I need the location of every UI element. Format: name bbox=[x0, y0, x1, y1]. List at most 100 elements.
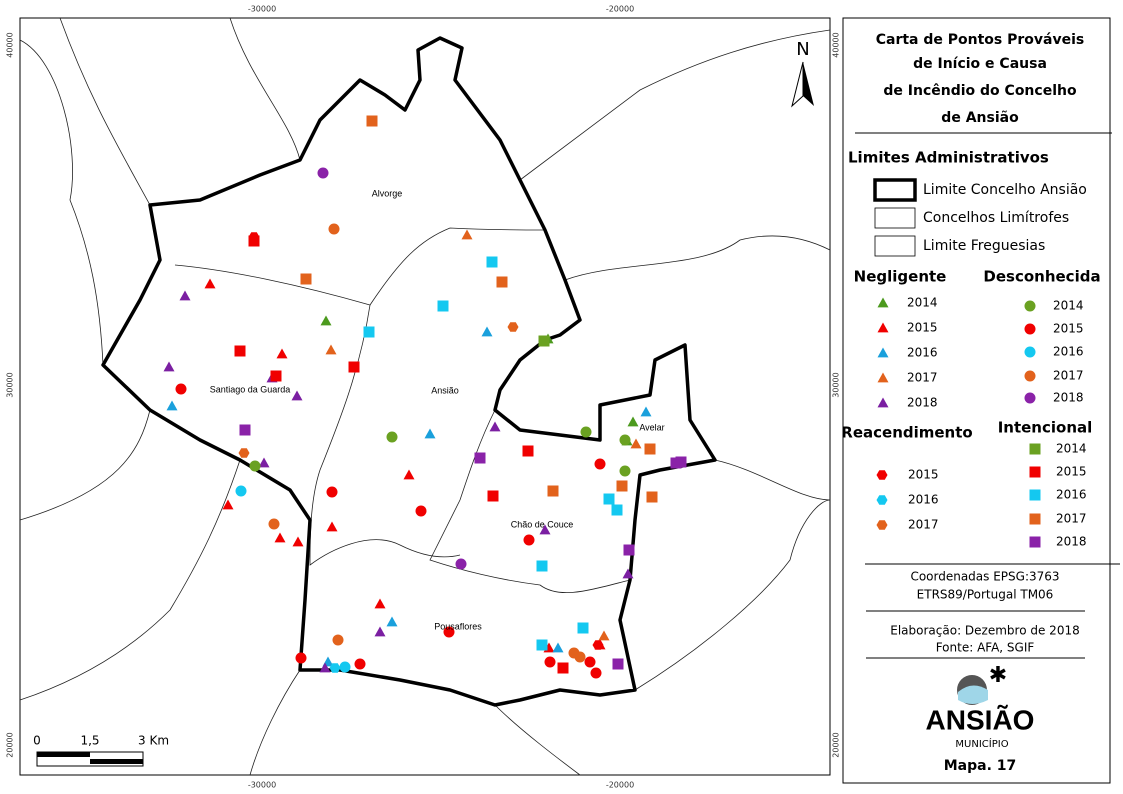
place-name: Chão de Couce bbox=[511, 519, 574, 529]
group-item: 2015 bbox=[1053, 322, 1084, 336]
place-name: Avelar bbox=[639, 422, 664, 432]
symbol-circle bbox=[268, 518, 280, 530]
symbol-square bbox=[348, 361, 360, 373]
symbol-triangle bbox=[598, 630, 610, 641]
symbol-square bbox=[522, 445, 534, 457]
symbol-triangle bbox=[481, 326, 493, 337]
parish-borders bbox=[174, 227, 631, 593]
symbol-circle bbox=[594, 458, 606, 470]
symbol-circle bbox=[175, 383, 187, 395]
symbol-circle bbox=[1024, 370, 1036, 382]
symbol-triangle bbox=[319, 662, 331, 673]
symbol-triangle bbox=[630, 438, 642, 449]
group-item: 2016 bbox=[907, 346, 938, 360]
symbol-circle bbox=[544, 656, 556, 668]
north-arrow: N bbox=[791, 39, 814, 108]
frame-label: 40000 bbox=[6, 32, 15, 57]
limit-symbol bbox=[873, 178, 917, 202]
symbol-triangle bbox=[292, 536, 304, 547]
group-item: 2014 bbox=[907, 296, 938, 310]
symbol-square bbox=[612, 658, 624, 670]
symbol-circle bbox=[235, 485, 247, 497]
symbol-hexagon bbox=[876, 470, 888, 480]
symbol-square bbox=[496, 276, 508, 288]
symbol-hexagon bbox=[507, 322, 519, 332]
symbol-square bbox=[536, 560, 548, 572]
logo-sub: MUNICÍPIO bbox=[955, 737, 1008, 750]
symbol-triangle bbox=[320, 315, 332, 326]
symbol-triangle bbox=[877, 372, 889, 383]
symbol-square bbox=[646, 491, 658, 503]
symbol-square bbox=[536, 639, 548, 651]
group-item: 2015 bbox=[908, 468, 939, 482]
north-label: N bbox=[796, 39, 809, 60]
symbol-square bbox=[474, 452, 486, 464]
frame-label: 20000 bbox=[832, 732, 841, 757]
symbol-circle bbox=[1024, 323, 1036, 335]
group-item: 2017 bbox=[1056, 512, 1087, 526]
symbol-square bbox=[487, 490, 499, 502]
frame-labels: -30000 -30000 -20000 -20000 40000 40000 30000 3… bbox=[6, 5, 841, 790]
symbol-square bbox=[603, 493, 615, 505]
group-item: 2014 bbox=[1053, 299, 1084, 313]
limit-symbol bbox=[874, 207, 916, 229]
scale-label: 1,5 bbox=[80, 734, 99, 748]
symbol-triangle bbox=[386, 616, 398, 627]
group-item: 2016 bbox=[1053, 345, 1084, 359]
symbol-square bbox=[270, 370, 282, 382]
symbol-triangle bbox=[552, 642, 564, 653]
symbol-circle bbox=[1024, 346, 1036, 358]
frame-label: 30000 bbox=[832, 372, 841, 397]
symbol-triangle bbox=[877, 322, 889, 333]
group-item: 2017 bbox=[1053, 369, 1084, 383]
map-frame bbox=[19, 17, 831, 776]
symbol-square bbox=[1029, 489, 1041, 501]
legend-title: de Incêndio do Concelho bbox=[883, 83, 1077, 99]
symbol-square bbox=[1029, 536, 1041, 548]
symbol-triangle bbox=[627, 416, 639, 427]
coords: ETRS89/Portugal TM06 bbox=[917, 588, 1054, 602]
symbol-circle bbox=[443, 626, 455, 638]
limit-label: Limite Concelho Ansião bbox=[923, 182, 1087, 198]
symbol-circle bbox=[455, 558, 467, 570]
logo-star: ✱ bbox=[989, 663, 1007, 688]
symbol-square bbox=[1029, 443, 1041, 455]
symbol-circle bbox=[580, 426, 592, 438]
credits: Fonte: AFA, SGIF bbox=[936, 641, 1035, 655]
symbol-square bbox=[437, 300, 449, 312]
frame-label: 40000 bbox=[832, 32, 841, 57]
symbol-triangle bbox=[539, 524, 551, 535]
scale-segment bbox=[37, 752, 90, 757]
group-item: 2016 bbox=[908, 493, 939, 507]
symbol-triangle bbox=[424, 428, 436, 439]
group-item: 2017 bbox=[907, 371, 938, 385]
scale-bar: 0 1,5 3 Km bbox=[33, 734, 169, 767]
group-item: 2015 bbox=[907, 321, 938, 335]
symbol-circle bbox=[328, 223, 340, 235]
symbol-hexagon bbox=[592, 640, 604, 650]
symbol-triangle bbox=[622, 568, 634, 579]
scale-label: 0 bbox=[33, 734, 41, 748]
symbol-triangle bbox=[276, 348, 288, 359]
frame-label: -30000 bbox=[248, 5, 276, 14]
scale-label: 3 Km bbox=[138, 734, 169, 748]
symbol-square bbox=[538, 335, 550, 347]
group-title: Desconhecida bbox=[983, 268, 1100, 286]
group-item: 2016 bbox=[1056, 488, 1087, 502]
symbol-circle bbox=[619, 465, 631, 477]
symbol-triangle bbox=[274, 532, 286, 543]
symbol-triangle bbox=[222, 499, 234, 510]
symbol-square bbox=[366, 115, 378, 127]
group-item: 2015 bbox=[1056, 465, 1087, 479]
symbol-square bbox=[248, 235, 260, 247]
symbol-square bbox=[1029, 513, 1041, 525]
frame-label: 20000 bbox=[6, 732, 15, 757]
symbol-circle bbox=[317, 167, 329, 179]
symbol-hexagon bbox=[876, 495, 888, 505]
symbol-triangle bbox=[640, 406, 652, 417]
symbol-triangle bbox=[179, 290, 191, 301]
symbol-square bbox=[577, 622, 589, 634]
group-title: Reacendimento bbox=[841, 424, 972, 442]
symbol-circle bbox=[326, 486, 338, 498]
group-item: 2018 bbox=[1056, 535, 1087, 549]
